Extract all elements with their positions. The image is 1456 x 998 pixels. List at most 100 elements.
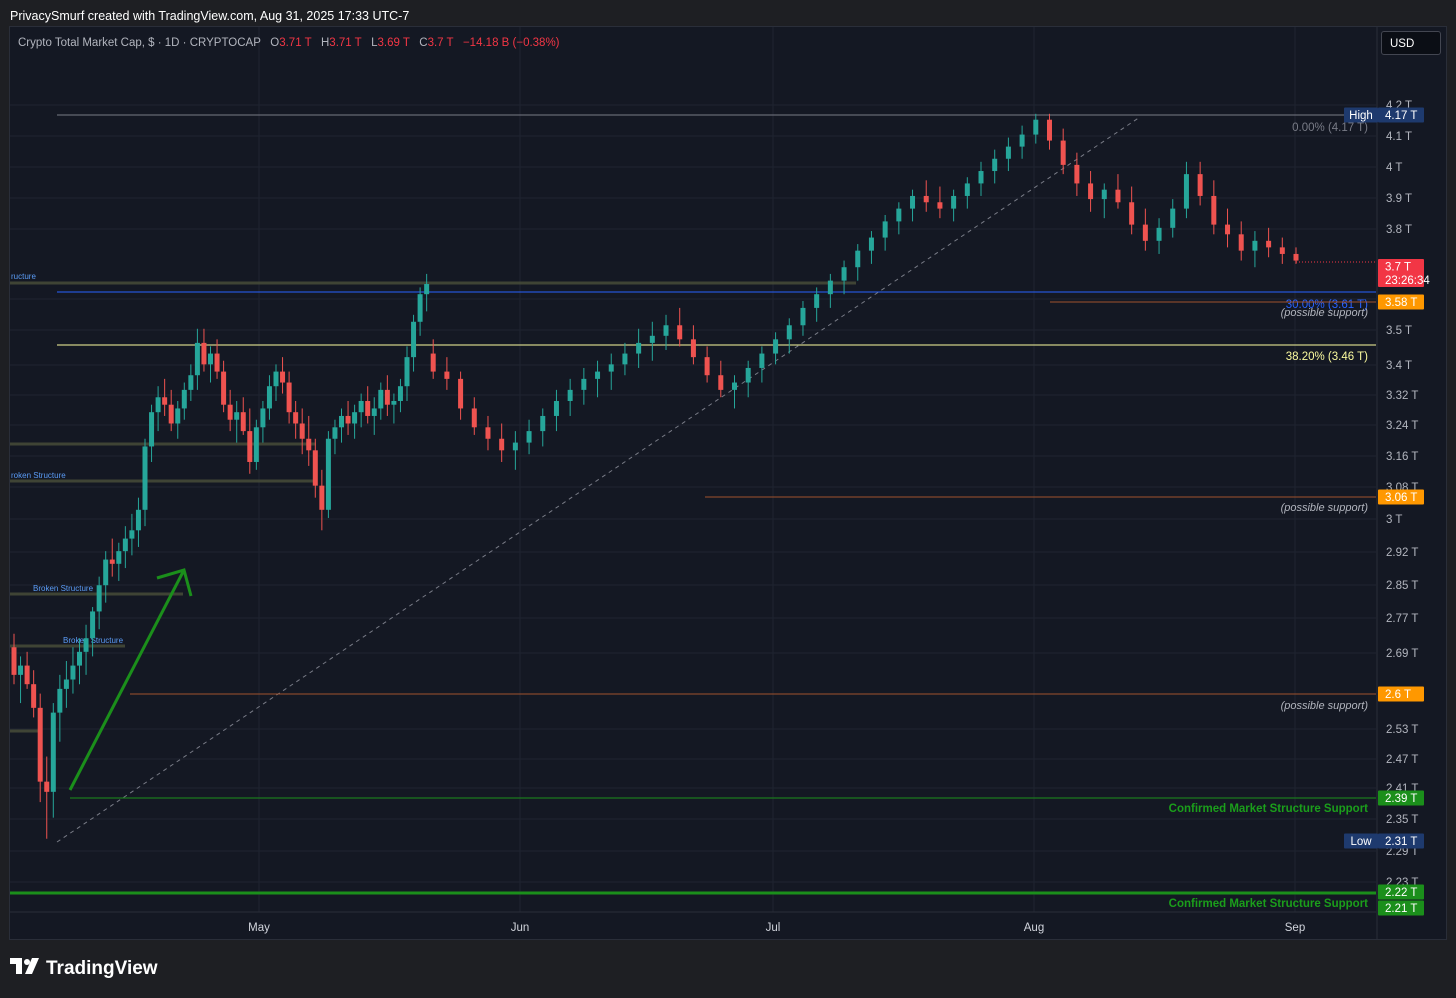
candle-body	[471, 408, 477, 428]
candle-body	[868, 237, 874, 251]
candle-body	[149, 412, 155, 447]
candle-body	[116, 551, 122, 564]
candle-body	[293, 412, 299, 424]
candle-body	[352, 412, 358, 424]
possible-support-label: (possible support)	[1281, 700, 1369, 712]
candle-body	[1252, 240, 1258, 251]
candle-body	[595, 371, 601, 379]
close-label: C	[419, 37, 428, 49]
y-tick-label: 2.35 T	[1386, 814, 1418, 826]
candle-body	[718, 375, 724, 390]
candle-body	[44, 781, 50, 792]
candle-body	[1046, 119, 1052, 141]
y-tick-label: 2.92 T	[1386, 547, 1418, 559]
candle-body	[1142, 224, 1148, 241]
candle-body	[581, 378, 587, 390]
currency-button[interactable]: USD	[1381, 31, 1441, 55]
x-tick-label: Aug	[1024, 922, 1044, 934]
candle-body	[677, 325, 683, 340]
candle-body	[690, 339, 696, 358]
candle-body	[827, 280, 833, 295]
candle-body	[227, 404, 233, 420]
candle-body	[1033, 119, 1039, 135]
candle-body	[1183, 174, 1189, 209]
change-value: −14.18 B (−0.38%)	[462, 37, 560, 49]
candle-body	[773, 339, 779, 354]
price-label-box	[1378, 884, 1424, 900]
candle-body	[800, 307, 806, 326]
green-arrow	[68, 568, 193, 791]
candle-body	[745, 367, 751, 383]
fib-trend-line	[56, 116, 1141, 843]
x-tick-label: Jun	[511, 922, 530, 934]
high-value: 3.71 T	[329, 37, 362, 49]
open-value: 3.71 T	[279, 37, 312, 49]
countdown-label: 23:26:34	[1385, 275, 1430, 287]
candle-body	[90, 611, 96, 639]
chart-attribution: PrivacySmurf created with TradingView.co…	[10, 9, 410, 23]
price-label-box	[1378, 686, 1424, 702]
open-label: O	[270, 37, 280, 49]
x-tick-label: Jul	[766, 922, 781, 934]
y-tick-label: 3.24 T	[1386, 420, 1418, 432]
candles-early	[11, 273, 430, 839]
confirmed-support-label: Confirmed Market Structure Support	[1169, 803, 1369, 815]
candle-body	[1101, 189, 1107, 200]
candle-body	[485, 427, 491, 439]
candle-body	[135, 509, 141, 531]
fib-level-0-label: 0.00% (4.17 T)	[1292, 122, 1368, 134]
candle-body	[253, 427, 259, 462]
y-tick-label: 3 T	[1386, 514, 1402, 526]
y-tick-label: 3.9 T	[1386, 193, 1412, 205]
candle-body	[37, 707, 43, 782]
price-label-value: 3.06 T	[1385, 492, 1417, 504]
possible-support-label: (possible support)	[1281, 502, 1369, 514]
tradingview-logo: TradingView	[10, 958, 158, 980]
candle-body	[240, 412, 246, 432]
candle-body	[417, 294, 423, 322]
candle-body	[339, 415, 344, 428]
candle-body	[325, 438, 331, 510]
candle-body	[280, 371, 286, 383]
candle-body	[122, 538, 128, 552]
candle-body	[188, 375, 194, 390]
broken-structure-label: Broken Structure	[63, 636, 124, 645]
price-label-value: 3.7 T	[1385, 262, 1411, 274]
candle-body	[430, 353, 436, 372]
candle-body	[208, 353, 213, 365]
candle-body	[964, 183, 970, 196]
candle-body	[332, 427, 338, 439]
candle-body	[444, 371, 450, 379]
candle-body	[1060, 140, 1066, 165]
candle-body	[384, 389, 390, 405]
candle-body	[312, 450, 318, 486]
tradingview-logo-icon	[10, 958, 40, 980]
candle-body	[299, 423, 305, 439]
y-tick-label: 2.69 T	[1386, 648, 1418, 660]
candle-body	[319, 485, 325, 510]
y-tick-label: 2.77 T	[1386, 613, 1418, 625]
candle-body	[1088, 183, 1094, 200]
candle-body	[273, 371, 279, 387]
candle-body	[50, 712, 56, 792]
candle-body	[57, 688, 63, 713]
candle-body	[1238, 234, 1244, 251]
price-tag-box	[1344, 107, 1378, 123]
y-tick-label: 3.5 T	[1386, 325, 1412, 337]
y-tick-label: 2.53 T	[1386, 724, 1418, 736]
candle-body	[526, 431, 532, 443]
candle-body	[18, 665, 24, 675]
candle-body	[201, 342, 207, 365]
arrow-head	[156, 568, 193, 597]
candle-body	[992, 158, 998, 172]
candle-body	[1197, 174, 1203, 196]
y-tick-label: 2.85 T	[1386, 580, 1418, 592]
high-label: H	[320, 37, 330, 49]
candle-body	[1019, 134, 1025, 147]
candle-body	[83, 638, 89, 652]
candle-body	[378, 389, 384, 409]
candle-body	[214, 353, 220, 372]
candle-body	[1266, 240, 1272, 248]
candle-body	[882, 221, 888, 238]
